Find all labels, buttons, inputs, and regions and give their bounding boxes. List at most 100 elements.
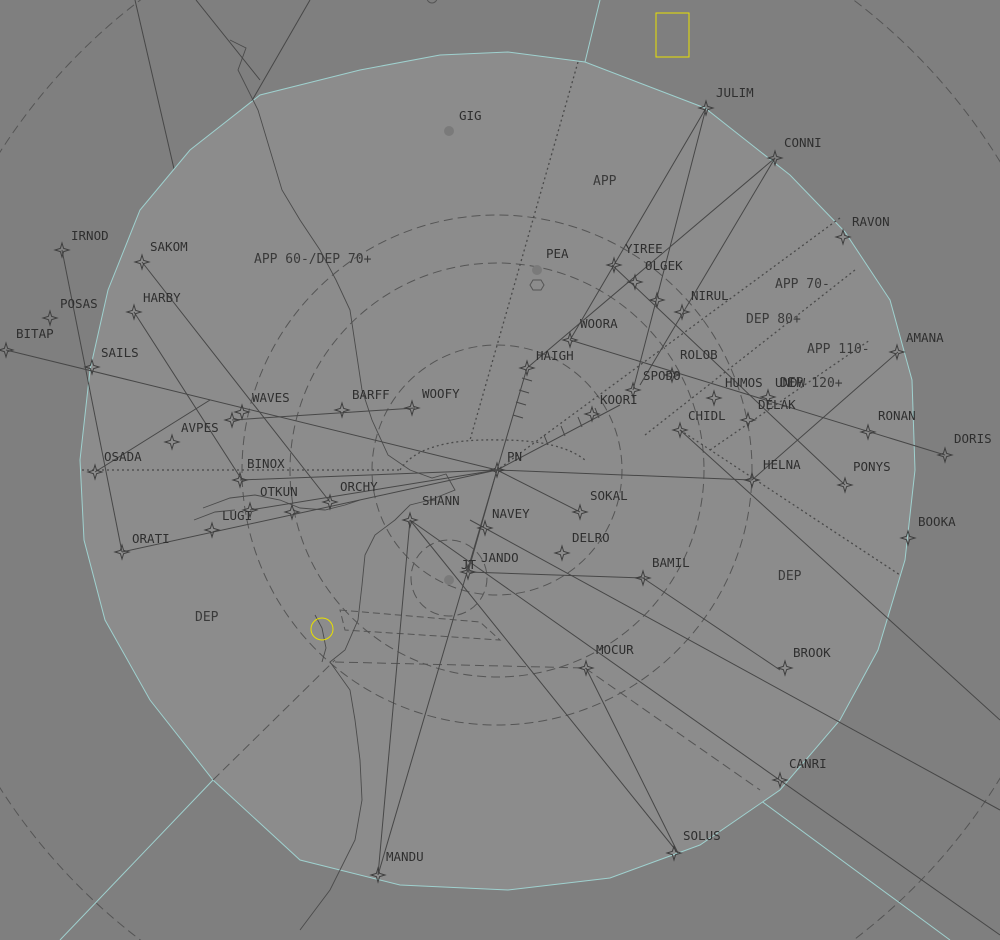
waypoint-barff[interactable]: BARFF [352, 387, 390, 402]
waypoint-star-icon [583, 405, 601, 423]
waypoint-delro[interactable]: DELRO [572, 530, 610, 545]
waypoint-sakom[interactable]: SAKOM [150, 239, 188, 254]
waypoint-star-icon [241, 501, 259, 519]
waypoint-sails[interactable]: SAILS [101, 345, 139, 360]
waypoint-star-icon [53, 241, 71, 259]
waypoint-yiree[interactable]: YIREE [625, 241, 663, 256]
waypoint-star-icon [133, 253, 151, 271]
waypoint-undw[interactable]: UNDW [775, 375, 806, 390]
waypoint-star-icon [459, 563, 477, 581]
waypoint-gig[interactable]: GIG [459, 108, 482, 123]
waypoint-harby[interactable]: HARBY [143, 290, 181, 305]
waypoint-star-icon [233, 403, 251, 421]
waypoint-star-icon [743, 471, 761, 489]
waypoint-star-icon [321, 493, 339, 511]
waypoint-pn[interactable]: PN [507, 449, 522, 464]
waypoint-haigh[interactable]: HAIGH [536, 348, 574, 363]
waypoint-amana[interactable]: AMANA [906, 330, 944, 345]
waypoint-star-icon [518, 359, 536, 377]
waypoint-star-icon [759, 388, 777, 406]
waypoint-julim[interactable]: JULIM [716, 85, 754, 100]
sector-app70: APP 70- [775, 277, 830, 292]
waypoint-star-icon [663, 366, 681, 384]
waypoint-mocur[interactable]: MOCUR [596, 642, 634, 657]
partial-marker [426, 0, 438, 4]
waypoint-star-icon [488, 461, 506, 479]
waypoint-humos[interactable]: HUMOS [725, 375, 763, 390]
waypoint-navey[interactable]: NAVEY [492, 506, 530, 521]
waypoint-avpes[interactable]: AVPES [181, 420, 219, 435]
waypoint-star-icon [561, 331, 579, 349]
sector-boundaries [82, 61, 901, 791]
waypoint-star-icon [283, 503, 301, 521]
waypoint-spodo[interactable]: SPODO [643, 368, 681, 383]
waypoint-star-icon [836, 476, 854, 494]
waypoint-star-icon [624, 381, 642, 399]
waypoint-star-icon [0, 341, 15, 359]
waypoint-star-icon [626, 273, 644, 291]
waypoint-star-icon [125, 303, 143, 321]
waypoint-koori[interactable]: KOORI [600, 392, 638, 407]
waypoint-woora[interactable]: WOORA [580, 316, 618, 331]
waypoint-star-icon [401, 511, 419, 529]
waypoint-labels: GIG JULIM CONNI RAVON AMANA IRNOD SAKOM … [16, 85, 992, 864]
waypoint-booka[interactable]: BOOKA [918, 514, 956, 529]
waypoint-star-icon [665, 844, 683, 862]
sector-dep80: DEP 80+ [746, 312, 801, 327]
waypoint-star-icon [888, 343, 906, 361]
waypoint-helna[interactable]: HELNA [763, 457, 801, 472]
waypoint-rolob[interactable]: ROLOB [680, 347, 718, 362]
waypoint-star-icon [739, 411, 757, 429]
waypoint-orati[interactable]: ORATI [132, 531, 170, 546]
waypoint-bitap[interactable]: BITAP [16, 326, 54, 341]
sector-dep-east: DEP [778, 569, 802, 584]
waypoint-osada[interactable]: OSADA [104, 449, 142, 464]
waypoint-brook[interactable]: BROOK [793, 645, 831, 660]
waypoint-canri[interactable]: CANRI [789, 756, 827, 771]
waypoint-star-icon [476, 519, 494, 537]
waypoint-waves[interactable]: WAVES [252, 390, 290, 405]
waypoint-nirul[interactable]: NIRUL [691, 288, 729, 303]
waypoint-ponys[interactable]: PONYS [853, 459, 891, 474]
waypoint-star-icon [163, 433, 181, 451]
waypoint-sokal[interactable]: SOKAL [590, 488, 628, 503]
waypoint-orchy[interactable]: ORCHY [340, 479, 378, 494]
waypoint-chidl[interactable]: CHIDL [688, 408, 726, 423]
waypoint-star-icon [571, 503, 589, 521]
waypoint-star-icon [403, 399, 421, 417]
waypoint-irnod[interactable]: IRNOD [71, 228, 109, 243]
waypoint-otkun[interactable]: OTKUN [260, 484, 298, 499]
waypoint-star-icon [771, 771, 789, 789]
waypoint-solus[interactable]: SOLUS [683, 828, 721, 843]
waypoint-star-icon [86, 463, 104, 481]
highlight-box[interactable] [655, 12, 690, 58]
waypoint-mandu[interactable]: MANDU [386, 849, 424, 864]
waypoint-star-icon [705, 389, 723, 407]
waypoint-ronan[interactable]: RONAN [878, 408, 916, 423]
waypoint-star-icon [671, 421, 689, 439]
waypoint-doris[interactable]: DORIS [954, 431, 992, 446]
waypoint-binox[interactable]: BINOX [247, 456, 285, 471]
waypoint-star-icon [899, 529, 917, 547]
waypoint-posas[interactable]: POSAS [60, 296, 98, 311]
waypoint-olgek[interactable]: OLGEK [645, 258, 683, 273]
waypoint-jando[interactable]: JANDO [481, 550, 519, 565]
waypoint-woofy[interactable]: WOOFY [422, 386, 460, 401]
waypoint-ravon[interactable]: RAVON [852, 214, 890, 229]
waypoint-jt[interactable]: JT [461, 557, 477, 572]
waypoint-star-icon [776, 659, 794, 677]
waypoint-markers [0, 99, 954, 884]
waypoint-delak[interactable]: DELAK [758, 397, 796, 412]
waypoint-bamil[interactable]: BAMIL [652, 555, 690, 570]
waypoint-shann[interactable]: SHANN [422, 493, 460, 508]
waypoint-pea[interactable]: PEA [546, 246, 569, 261]
waypoint-star-icon [605, 256, 623, 274]
highlight-circle[interactable] [310, 617, 334, 641]
sector-labels: APP APP 60-/DEP 70+ APP 70- DEP 80+ APP … [195, 174, 870, 625]
waypoint-lugi[interactable]: LUGI [222, 508, 252, 523]
tma-boundary [79, 51, 916, 891]
sector-app110: APP 110- [807, 342, 870, 357]
waypoint-conni[interactable]: CONNI [784, 135, 822, 150]
sector-dep-west: DEP [195, 610, 219, 625]
